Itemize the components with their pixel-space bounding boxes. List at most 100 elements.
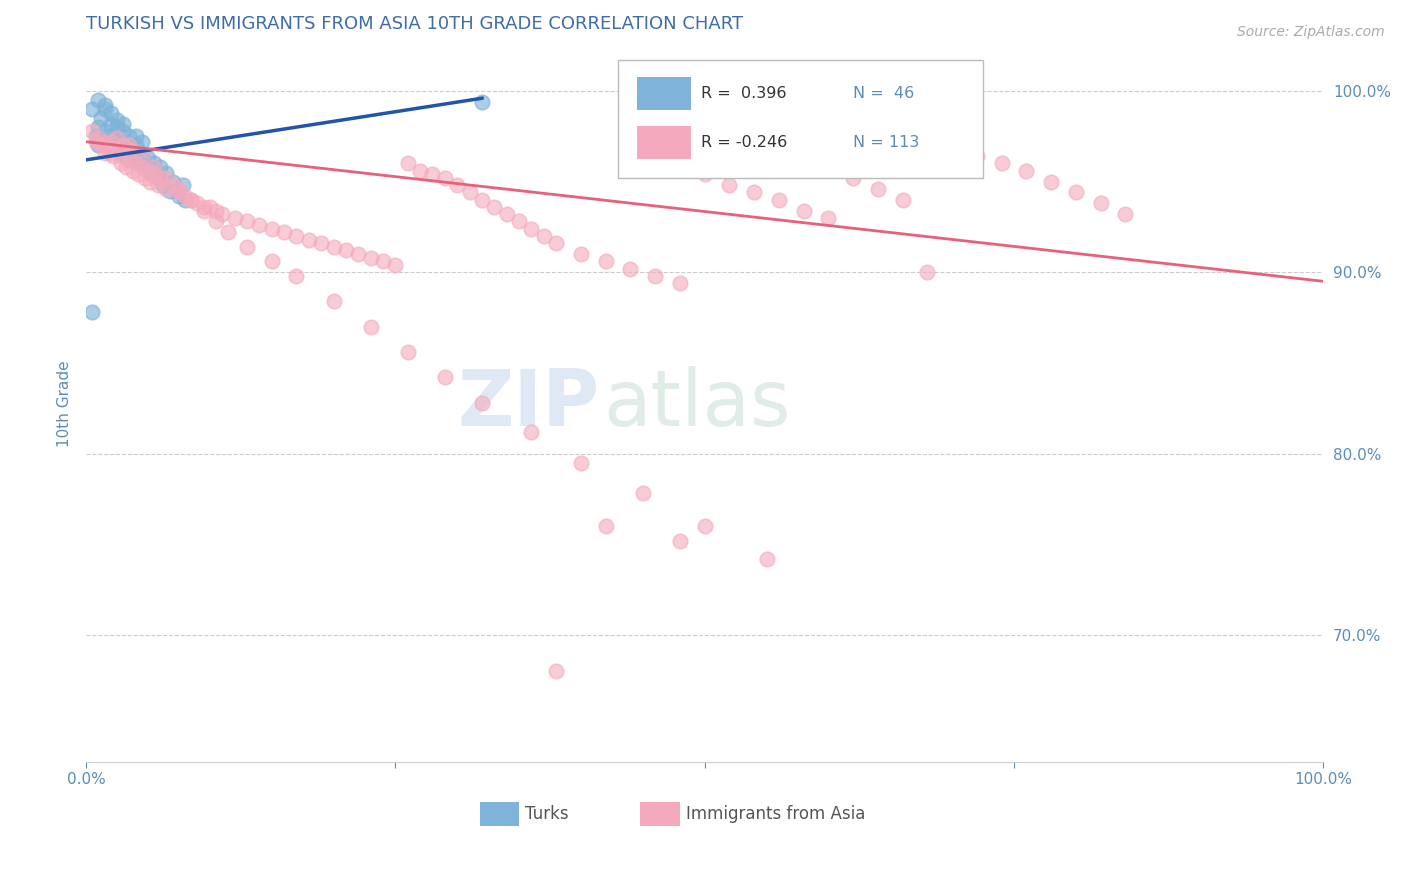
Point xyxy=(495,207,517,221)
Point xyxy=(458,186,481,200)
Point xyxy=(693,519,716,533)
Point xyxy=(82,102,104,116)
Point xyxy=(124,153,146,167)
Point xyxy=(112,149,135,163)
Point xyxy=(742,186,765,200)
Point xyxy=(322,240,344,254)
Point xyxy=(484,200,506,214)
Point xyxy=(1040,175,1063,189)
Point xyxy=(110,156,132,170)
Point xyxy=(1015,163,1038,178)
Point xyxy=(224,211,246,225)
Point xyxy=(360,251,382,265)
Point xyxy=(112,138,135,153)
Point xyxy=(205,203,228,218)
Point xyxy=(124,129,146,144)
Point xyxy=(134,160,156,174)
Point xyxy=(87,93,110,107)
Point xyxy=(396,156,419,170)
Point xyxy=(105,142,128,156)
Point xyxy=(131,160,153,174)
Point xyxy=(143,156,166,170)
Point xyxy=(285,229,308,244)
Point xyxy=(93,145,115,160)
Point xyxy=(193,200,215,214)
Point xyxy=(124,138,146,153)
Point xyxy=(159,184,181,198)
Point xyxy=(260,254,283,268)
Point xyxy=(322,294,344,309)
Text: Immigrants from Asia: Immigrants from Asia xyxy=(686,805,866,823)
Point xyxy=(87,131,110,145)
Point xyxy=(1114,207,1136,221)
Point xyxy=(139,175,162,189)
Text: N = 113: N = 113 xyxy=(853,135,920,150)
Point xyxy=(891,193,914,207)
Point xyxy=(87,138,110,153)
Point xyxy=(508,214,530,228)
Point xyxy=(93,135,115,149)
Point xyxy=(546,236,568,251)
Y-axis label: 10th Grade: 10th Grade xyxy=(58,360,72,447)
Point xyxy=(124,156,146,170)
Point xyxy=(139,165,162,179)
Point xyxy=(134,171,156,186)
Point xyxy=(149,160,172,174)
Point xyxy=(82,124,104,138)
Point xyxy=(84,135,107,149)
Text: TURKISH VS IMMIGRANTS FROM ASIA 10TH GRADE CORRELATION CHART: TURKISH VS IMMIGRANTS FROM ASIA 10TH GRA… xyxy=(86,15,744,33)
Point xyxy=(100,129,122,144)
Point xyxy=(105,113,128,128)
Point xyxy=(471,193,494,207)
Point xyxy=(520,221,543,235)
Point xyxy=(118,142,141,156)
FancyBboxPatch shape xyxy=(479,802,519,826)
Point xyxy=(162,178,184,193)
Point xyxy=(174,189,197,203)
Point xyxy=(817,211,839,225)
Point xyxy=(114,149,136,163)
Text: R =  0.396: R = 0.396 xyxy=(702,87,786,101)
Point xyxy=(422,167,444,181)
Point xyxy=(433,171,456,186)
Point xyxy=(118,142,141,156)
Point xyxy=(93,98,115,112)
Point xyxy=(1090,196,1112,211)
Point xyxy=(384,258,406,272)
Point xyxy=(112,138,135,153)
Point xyxy=(371,254,394,268)
Point xyxy=(446,178,468,193)
Point xyxy=(131,147,153,161)
Point xyxy=(644,268,666,283)
Point xyxy=(103,149,125,163)
Point xyxy=(97,142,120,156)
Text: R = -0.246: R = -0.246 xyxy=(702,135,787,150)
Point xyxy=(619,261,641,276)
Point xyxy=(866,182,889,196)
Point xyxy=(105,131,128,145)
Point xyxy=(100,135,122,149)
Point xyxy=(669,276,692,290)
Point xyxy=(146,171,169,186)
Point xyxy=(793,203,815,218)
Point xyxy=(136,151,159,165)
Point xyxy=(211,207,233,221)
Point xyxy=(105,120,128,135)
FancyBboxPatch shape xyxy=(637,78,692,110)
Point xyxy=(186,196,208,211)
Point xyxy=(917,265,939,279)
Point xyxy=(93,124,115,138)
Point xyxy=(217,226,239,240)
Point xyxy=(143,160,166,174)
Point xyxy=(335,244,357,258)
Point xyxy=(768,193,790,207)
Point xyxy=(162,175,184,189)
Point xyxy=(82,305,104,319)
Point xyxy=(193,203,215,218)
Point xyxy=(167,186,190,200)
Point xyxy=(122,163,145,178)
Point xyxy=(471,396,494,410)
Point xyxy=(149,171,172,186)
Point xyxy=(236,214,259,228)
Point xyxy=(433,370,456,384)
